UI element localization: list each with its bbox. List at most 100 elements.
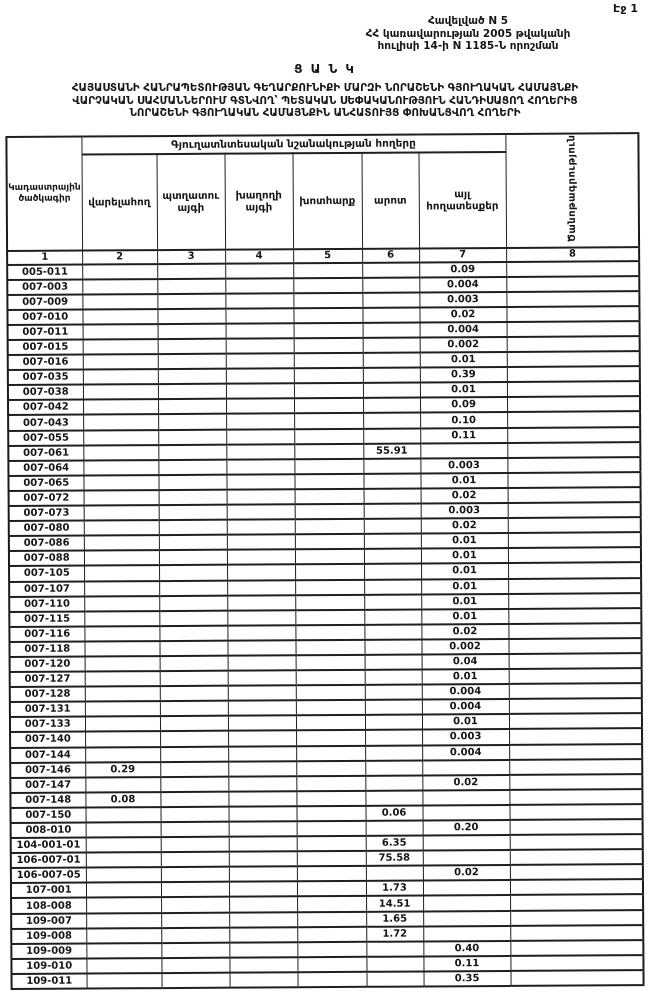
- area-value-cell: [161, 912, 230, 928]
- area-value-cell: 75.58: [365, 850, 423, 867]
- subtitle-line-3: ՆՈՐԱՇԵՆԻ ԳՅՈՒՂԱԿԱՆ ՀԱՄԱՅՆՔԻՆ ԱՆՀԱՏՈՒՅՑ Փ…: [129, 107, 521, 120]
- note-header-rotated-label: Ծանոթագրություն: [566, 134, 578, 243]
- area-value-cell: [157, 293, 226, 309]
- area-value-cell: [510, 909, 644, 926]
- area-value-cell: [506, 366, 640, 383]
- area-value-cell: [507, 517, 641, 534]
- area-value-cell: [365, 865, 423, 882]
- area-value-cell: [295, 684, 365, 701]
- cadastral-code-cell: 007-131: [9, 701, 85, 718]
- area-value-cell: [228, 821, 297, 837]
- area-value-cell: [362, 262, 420, 278]
- cadastral-code-cell: 109-008: [11, 928, 87, 944]
- area-value-cell: [508, 668, 642, 685]
- table-row: 109-011 0.35: [11, 970, 644, 990]
- area-value-cell: [294, 428, 364, 444]
- area-value-cell: [158, 534, 227, 551]
- area-value-cell: [160, 761, 229, 777]
- area-value-cell: [158, 444, 227, 460]
- area-value-cell: [84, 610, 160, 627]
- area-value-cell: [293, 262, 363, 278]
- area-value-cell: [157, 323, 226, 340]
- area-value-cell: [86, 942, 162, 959]
- area-value-cell: 0.004: [422, 744, 510, 761]
- cadastral-code-cell: 007-088: [8, 550, 85, 567]
- area-value-cell: [159, 700, 228, 717]
- area-value-cell: 0.003: [420, 457, 508, 474]
- column-number: 8: [506, 246, 640, 262]
- area-value-cell: 1.65: [366, 911, 424, 927]
- area-value-cell: [508, 607, 642, 624]
- area-value-cell: [295, 594, 365, 610]
- area-value-cell: [364, 563, 422, 580]
- area-value-cell: [363, 473, 421, 489]
- area-value-cell: [296, 805, 366, 822]
- area-value-cell: [509, 773, 643, 790]
- appendix-block: Հավելված N 5 ՀՀ կառավարության 2005 թվակա…: [290, 15, 646, 53]
- area-value-cell: [159, 685, 228, 702]
- area-value-cell: [82, 354, 158, 370]
- area-value-cell: [510, 954, 644, 971]
- area-value-cell: [507, 532, 641, 549]
- page-number: Էջ 1: [613, 2, 638, 15]
- area-value-cell: [159, 625, 228, 641]
- land-table-wrap: Կադաստրային ծածկագիր Գյուղատնտեսական նշա…: [5, 132, 645, 991]
- area-value-cell: [363, 548, 422, 565]
- cadastral-code-cell: 007-015: [7, 339, 83, 356]
- area-value-cell: [366, 956, 424, 972]
- area-value-cell: [365, 820, 423, 836]
- area-value-cell: [160, 821, 229, 838]
- cadastral-code-cell: 007-107: [9, 581, 85, 597]
- area-value-cell: [365, 760, 423, 776]
- area-value-cell: 0.01: [420, 533, 508, 549]
- area-value-cell: [294, 413, 364, 429]
- area-value-cell: 0.01: [419, 382, 508, 398]
- area-value-cell: [228, 881, 298, 898]
- area-value-cell: [227, 564, 296, 581]
- area-value-cell: [508, 562, 642, 579]
- area-value-cell: [84, 701, 160, 717]
- area-value-cell: [228, 806, 297, 822]
- area-value-cell: [507, 487, 641, 503]
- area-value-cell: [362, 382, 420, 399]
- area-value-cell: [297, 911, 367, 927]
- cadastral-code-cell: 007-055: [8, 430, 84, 446]
- area-value-cell: [509, 849, 643, 866]
- area-value-cell: [506, 290, 640, 307]
- area-value-cell: [509, 834, 643, 851]
- cadastral-code-cell: 007-120: [9, 656, 85, 673]
- cadastral-code-cell: 007-009: [7, 294, 83, 310]
- area-value-cell: [84, 671, 160, 687]
- area-value-cell: [422, 880, 511, 896]
- area-value-cell: [294, 488, 364, 505]
- area-value-cell: [362, 337, 420, 353]
- cadastral-code-cell: 007-064: [8, 460, 84, 476]
- area-value-cell: 0.40: [423, 940, 511, 957]
- area-value-cell: [161, 942, 230, 958]
- area-value-cell: [296, 730, 366, 746]
- cadastral-code-cell: 109-009: [11, 943, 87, 959]
- cadastral-code-cell: 007-042: [8, 399, 84, 416]
- area-value-cell: [509, 819, 643, 836]
- cadastral-code-cell: 007-035: [7, 369, 83, 386]
- area-value-cell: [510, 939, 644, 956]
- area-value-cell: [82, 263, 158, 280]
- government-line: ՀՀ կառավարության 2005 թվականի: [365, 27, 571, 40]
- area-value-cell: 0.003: [419, 291, 507, 308]
- area-value-cell: 0.02: [420, 487, 508, 504]
- area-value-cell: [420, 442, 508, 459]
- area-value-cell: 1.73: [365, 880, 424, 897]
- area-value-cell: [229, 911, 298, 928]
- area-value-cell: [508, 683, 642, 700]
- area-value-cell: [294, 518, 364, 535]
- area-value-cell: [157, 338, 226, 355]
- area-value-cell: [85, 731, 161, 748]
- area-value-cell: [158, 489, 227, 506]
- area-value-cell: [157, 278, 226, 294]
- area-value-cell: [160, 746, 229, 762]
- vineyard-header: խաղողի այգի: [224, 153, 294, 250]
- area-value-cell: [507, 411, 641, 428]
- area-value-cell: [423, 925, 511, 942]
- area-value-cell: [364, 578, 422, 595]
- cadastral-code-cell: 007-147: [10, 777, 86, 793]
